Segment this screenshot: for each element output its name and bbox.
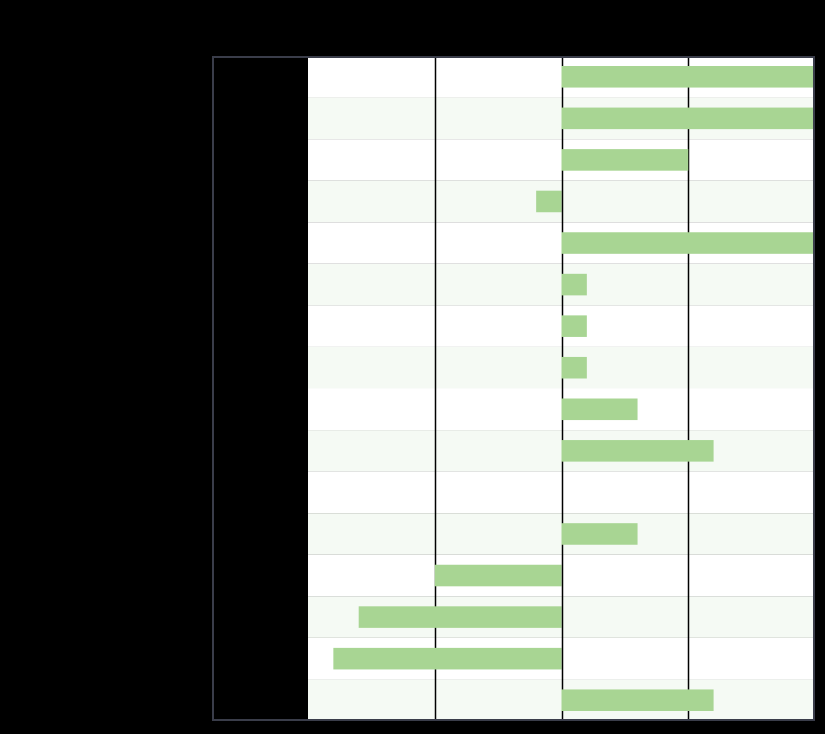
bar-layer (333, 66, 815, 711)
bar (561, 273, 587, 296)
category-label-panel (212, 56, 308, 721)
bar (358, 606, 562, 628)
bar (561, 356, 587, 379)
bar (561, 232, 815, 254)
bar (561, 689, 714, 711)
row-band (308, 471, 815, 514)
row-band-layer (308, 56, 815, 721)
bar (434, 564, 562, 587)
bar (561, 398, 638, 421)
bar (536, 190, 562, 213)
bar (561, 440, 714, 462)
plot-frame (212, 56, 815, 721)
bar (333, 647, 562, 670)
bar (561, 315, 587, 337)
bar (561, 149, 689, 171)
bar (561, 523, 638, 545)
bar (561, 107, 815, 130)
bar (561, 66, 815, 88)
